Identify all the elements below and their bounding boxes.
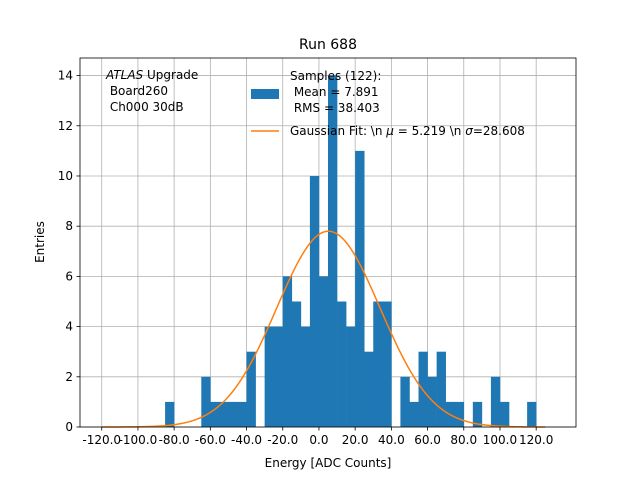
fit-sigma-symbol: σ xyxy=(465,124,473,138)
y-tick-label: 4 xyxy=(65,320,73,334)
legend: Samples (122): Mean = 7.891 RMS = 38.403… xyxy=(251,69,525,138)
fit-mu-symbol: μ xyxy=(385,124,394,138)
x-tick-label: 100.0 xyxy=(483,433,517,447)
histogram-bar xyxy=(201,376,211,427)
histogram-bar xyxy=(237,401,247,427)
histogram-bar xyxy=(436,351,446,427)
fit-label-prefix: Gaussian Fit: \n xyxy=(290,124,386,138)
x-tick-label: -120.0 xyxy=(82,433,121,447)
histogram-bar xyxy=(246,351,256,427)
x-axis: -120.0-100.0 -80.0 -60.0 -40.0 -20.0 0.0 20.0 4… xyxy=(82,427,553,447)
x-tick-label: 40.0 xyxy=(378,433,405,447)
y-tick-label: 2 xyxy=(65,370,73,384)
histogram-bar xyxy=(210,401,220,427)
fit-sigma-value: =28.608 xyxy=(473,124,525,138)
x-tick-label: -100.0 xyxy=(119,433,158,447)
histogram-bar xyxy=(264,326,274,427)
y-axis: 0 2 4 6 8 10 12 14 xyxy=(58,69,80,434)
histogram-bar xyxy=(499,401,510,427)
x-tick-label: -80.0 xyxy=(159,433,190,447)
y-tick-label: 12 xyxy=(58,119,73,133)
plot-frame xyxy=(79,57,577,428)
histogram-bar xyxy=(228,401,238,427)
histogram-bar xyxy=(273,326,284,427)
x-tick-label: -20.0 xyxy=(267,433,298,447)
histogram-bars xyxy=(165,75,537,428)
histogram-bar xyxy=(364,351,374,427)
histogram-bar xyxy=(427,376,437,427)
gaussian-fit-curve xyxy=(101,230,546,428)
y-tick-label: 10 xyxy=(58,169,73,183)
histogram-bar xyxy=(454,401,465,427)
legend-histogram-line-3: RMS = 38.403 xyxy=(290,101,380,115)
atlas-label: ATLAS xyxy=(105,68,144,82)
histogram-bar xyxy=(400,376,410,427)
x-axis-label: Energy [ADC Counts] xyxy=(265,456,392,470)
x-tick-label: 120.0 xyxy=(519,433,553,447)
legend-histogram-line-1: Samples (122): xyxy=(290,69,381,83)
x-tick-label: 80.0 xyxy=(450,433,477,447)
histogram-bar xyxy=(490,376,501,427)
fit-mu-value: = 5.219 \n xyxy=(394,124,465,138)
y-tick-label: 14 xyxy=(58,69,73,83)
x-tick-label: -40.0 xyxy=(231,433,262,447)
y-tick-label: 0 xyxy=(65,420,73,434)
y-tick-label: 6 xyxy=(65,269,73,283)
histogram-bar xyxy=(409,401,419,427)
histogram-bar xyxy=(300,326,311,427)
annotation-line-3: Ch000 30dB xyxy=(106,100,184,114)
histogram-bar xyxy=(282,276,293,427)
x-tick-label: -60.0 xyxy=(195,433,226,447)
histogram-bar xyxy=(382,301,392,427)
histogram-bar xyxy=(355,150,365,427)
histogram-bar xyxy=(165,401,175,427)
histogram-bar xyxy=(346,326,356,427)
histogram-bar xyxy=(373,301,383,427)
legend-fit-label: Gaussian Fit: \n μ = 5.219 \n σ=28.608 xyxy=(290,124,525,138)
histogram-bar xyxy=(337,301,347,427)
histogram-bar xyxy=(328,75,338,428)
x-tick-label: 0.0 xyxy=(309,433,328,447)
legend-histogram-swatch xyxy=(251,89,279,99)
histogram-bar xyxy=(219,401,229,427)
annotation-box: ATLAS Upgrade Board260 Ch000 30dB xyxy=(105,68,198,114)
histogram-bar xyxy=(527,401,537,427)
x-tick-label: 20.0 xyxy=(342,433,369,447)
legend-histogram-line-2: Mean = 7.891 xyxy=(290,85,379,99)
annotation-line-2: Board260 xyxy=(106,84,168,98)
histogram-bar xyxy=(318,276,329,427)
histogram-bar xyxy=(309,175,320,427)
y-tick-label: 8 xyxy=(65,219,73,233)
y-axis-label: Entries xyxy=(33,221,47,263)
x-tick-label: 60.0 xyxy=(414,433,441,447)
annotation-line-1: ATLAS Upgrade xyxy=(105,68,198,82)
chart-title: Run 688 xyxy=(299,37,357,53)
histogram-bar xyxy=(472,401,483,427)
upgrade-label: Upgrade xyxy=(143,68,198,82)
histogram-bar xyxy=(291,301,302,427)
